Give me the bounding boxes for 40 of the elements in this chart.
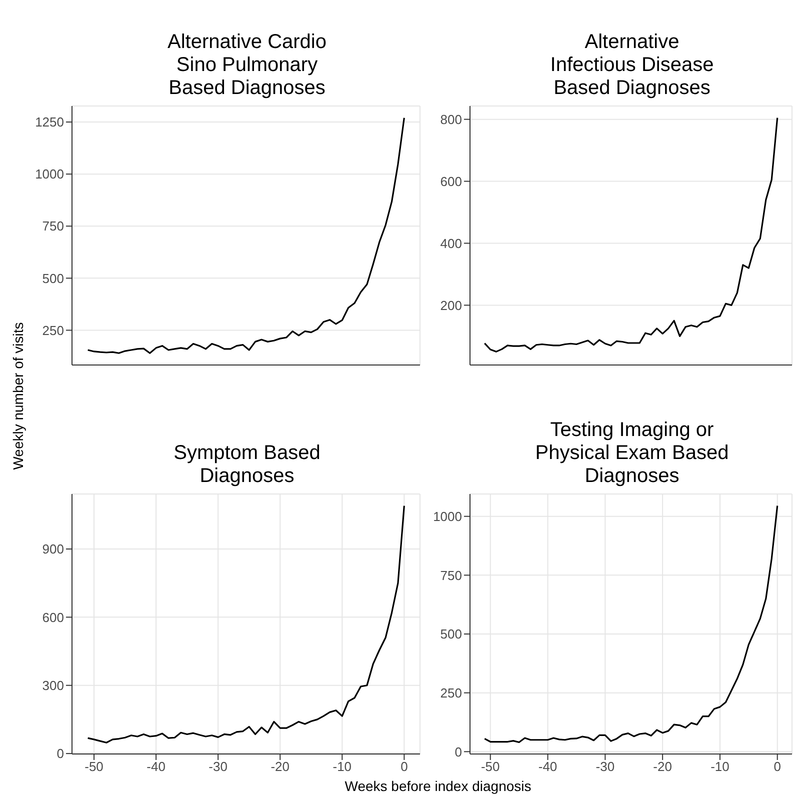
line-series xyxy=(484,116,778,352)
x-tick-label: -40 xyxy=(146,759,166,774)
y-tick-label: 0 xyxy=(56,746,64,762)
y-tick-label: 750 xyxy=(42,218,64,234)
line-series xyxy=(87,117,405,354)
x-tick-label: -20 xyxy=(653,759,672,774)
y-tick-label: 1250 xyxy=(35,114,64,130)
x-tick-label: -20 xyxy=(270,759,290,774)
y-tick-label: 250 xyxy=(440,685,462,700)
x-tick-label: -30 xyxy=(208,759,228,774)
y-tick-label: 900 xyxy=(42,542,64,557)
x-tick-label: -40 xyxy=(538,759,558,774)
y-tick-label: 750 xyxy=(440,568,462,583)
chart-title: Testing Imaging or Physical Exam Based Diagnoses xyxy=(535,419,729,488)
x-tick-label: 0 xyxy=(400,759,408,774)
x-axis-title: Weeks before index diagnosis xyxy=(344,778,532,794)
y-tick-label: 600 xyxy=(440,174,462,189)
x-tick-label: -50 xyxy=(480,759,500,774)
x-tick-label: -50 xyxy=(84,759,104,774)
y-tick-label: 600 xyxy=(42,610,64,625)
x-tick-label: -30 xyxy=(596,759,615,774)
line-series xyxy=(87,505,405,744)
y-tick-label: 500 xyxy=(440,626,462,642)
y-axis-title: Weekly number of visits xyxy=(10,321,26,472)
y-tick-label: 800 xyxy=(440,112,462,127)
y-tick-label: 1000 xyxy=(433,508,462,524)
y-tick-label: 0 xyxy=(454,744,462,760)
y-tick-label: 250 xyxy=(42,322,64,338)
y-tick-label: 200 xyxy=(440,298,462,313)
line-series xyxy=(484,504,778,744)
x-tick-label: -10 xyxy=(332,759,352,774)
y-tick-label: 300 xyxy=(42,678,64,693)
x-tick-label: 0 xyxy=(774,759,781,774)
chart-title: Alternative Cardio Sino Pulmonary Based Diagnoses xyxy=(168,31,326,100)
y-tick-label: 1000 xyxy=(35,166,64,182)
chart-title: Symptom Based Diagnoses xyxy=(174,442,320,488)
chart-title: Alternative Infectious Disease Based Diagnoses xyxy=(550,31,714,100)
x-tick-label: -10 xyxy=(710,759,730,774)
y-tick-label: 400 xyxy=(440,236,462,251)
y-tick-label: 500 xyxy=(42,270,64,286)
